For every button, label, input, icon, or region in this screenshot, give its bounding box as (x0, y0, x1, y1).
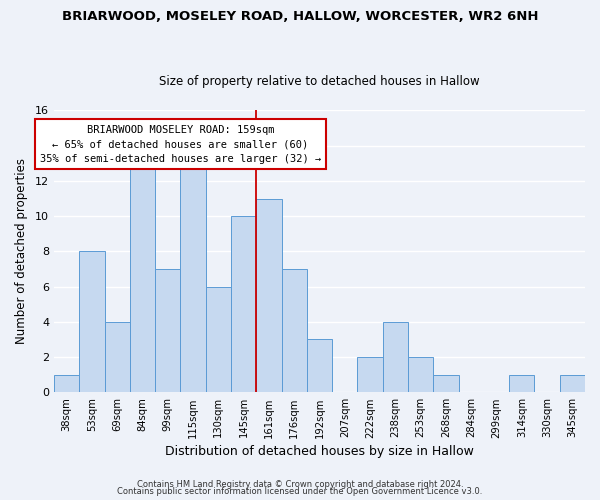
Bar (54, 374, 79, 392)
Bar (206, 286, 231, 393)
Text: BRIARWOOD MOSELEY ROAD: 159sqm
← 65% of detached houses are smaller (60)
35% of : BRIARWOOD MOSELEY ROAD: 159sqm ← 65% of … (40, 124, 321, 164)
Bar (433, 374, 458, 392)
Text: BRIARWOOD, MOSELEY ROAD, HALLOW, WORCESTER, WR2 6NH: BRIARWOOD, MOSELEY ROAD, HALLOW, WORCEST… (62, 10, 538, 23)
Bar (281, 269, 307, 392)
Bar (358, 357, 383, 392)
Bar (383, 322, 408, 392)
Text: Contains public sector information licensed under the Open Government Licence v3: Contains public sector information licen… (118, 487, 482, 496)
Y-axis label: Number of detached properties: Number of detached properties (15, 158, 28, 344)
Bar (155, 269, 181, 392)
Bar (130, 164, 155, 392)
Bar (408, 357, 433, 392)
Bar (104, 322, 130, 392)
Bar (79, 252, 104, 392)
Title: Size of property relative to detached houses in Hallow: Size of property relative to detached ho… (159, 76, 480, 88)
Text: Contains HM Land Registry data © Crown copyright and database right 2024.: Contains HM Land Registry data © Crown c… (137, 480, 463, 489)
Bar (181, 164, 206, 392)
Bar (307, 340, 332, 392)
Bar (560, 374, 585, 392)
Bar (509, 374, 535, 392)
Bar (256, 198, 281, 392)
X-axis label: Distribution of detached houses by size in Hallow: Distribution of detached houses by size … (165, 444, 474, 458)
Bar (231, 216, 256, 392)
